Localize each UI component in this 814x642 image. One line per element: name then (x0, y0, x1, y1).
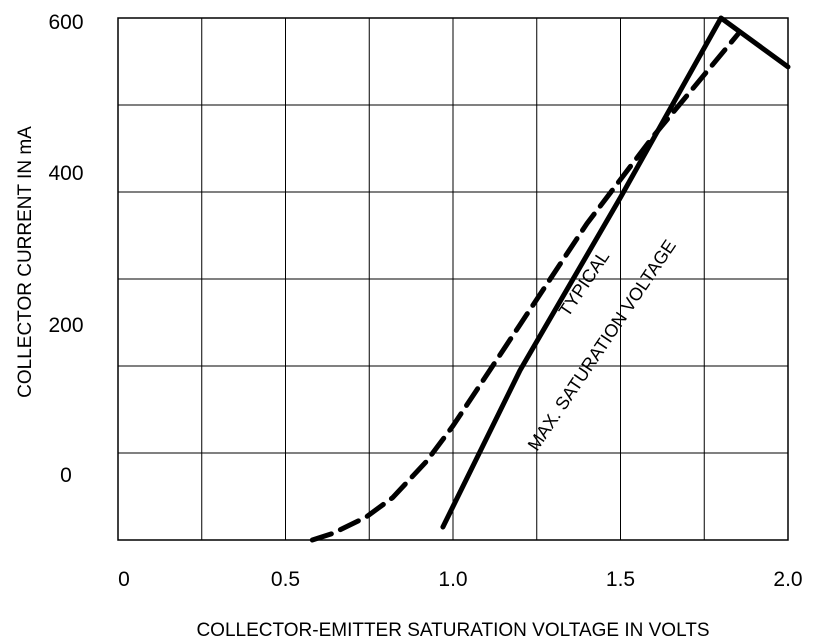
x-tick-label: 1.5 (606, 568, 635, 591)
y-tick-label: 200 (48, 314, 83, 337)
plot-border (117, 17, 789, 541)
x-tick-label: 0.5 (271, 568, 300, 591)
grid (118, 18, 788, 540)
x-axis-label: COLLECTOR-EMITTER SATURATION VOLTAGE IN … (196, 620, 709, 641)
x-tick-labels: 0 0.5 1.0 1.5 2.0 (118, 568, 802, 591)
y-tick-label: 400 (48, 162, 83, 185)
x-tick-label: 1.0 (438, 568, 467, 591)
y-axis-label: COLLECTOR CURRENT IN mA (15, 126, 36, 398)
plot-frame (117, 17, 789, 541)
series-group (309, 15, 791, 543)
x-tick-label: 2.0 (773, 568, 802, 591)
y-tick-label: 600 (48, 11, 83, 34)
y-tick-labels: 600 400 200 0 (48, 11, 83, 487)
typical-curve (309, 31, 741, 543)
max-saturation-curve (440, 15, 791, 530)
x-tick-label: 0 (118, 568, 130, 591)
y-tick-label: 0 (60, 464, 72, 487)
